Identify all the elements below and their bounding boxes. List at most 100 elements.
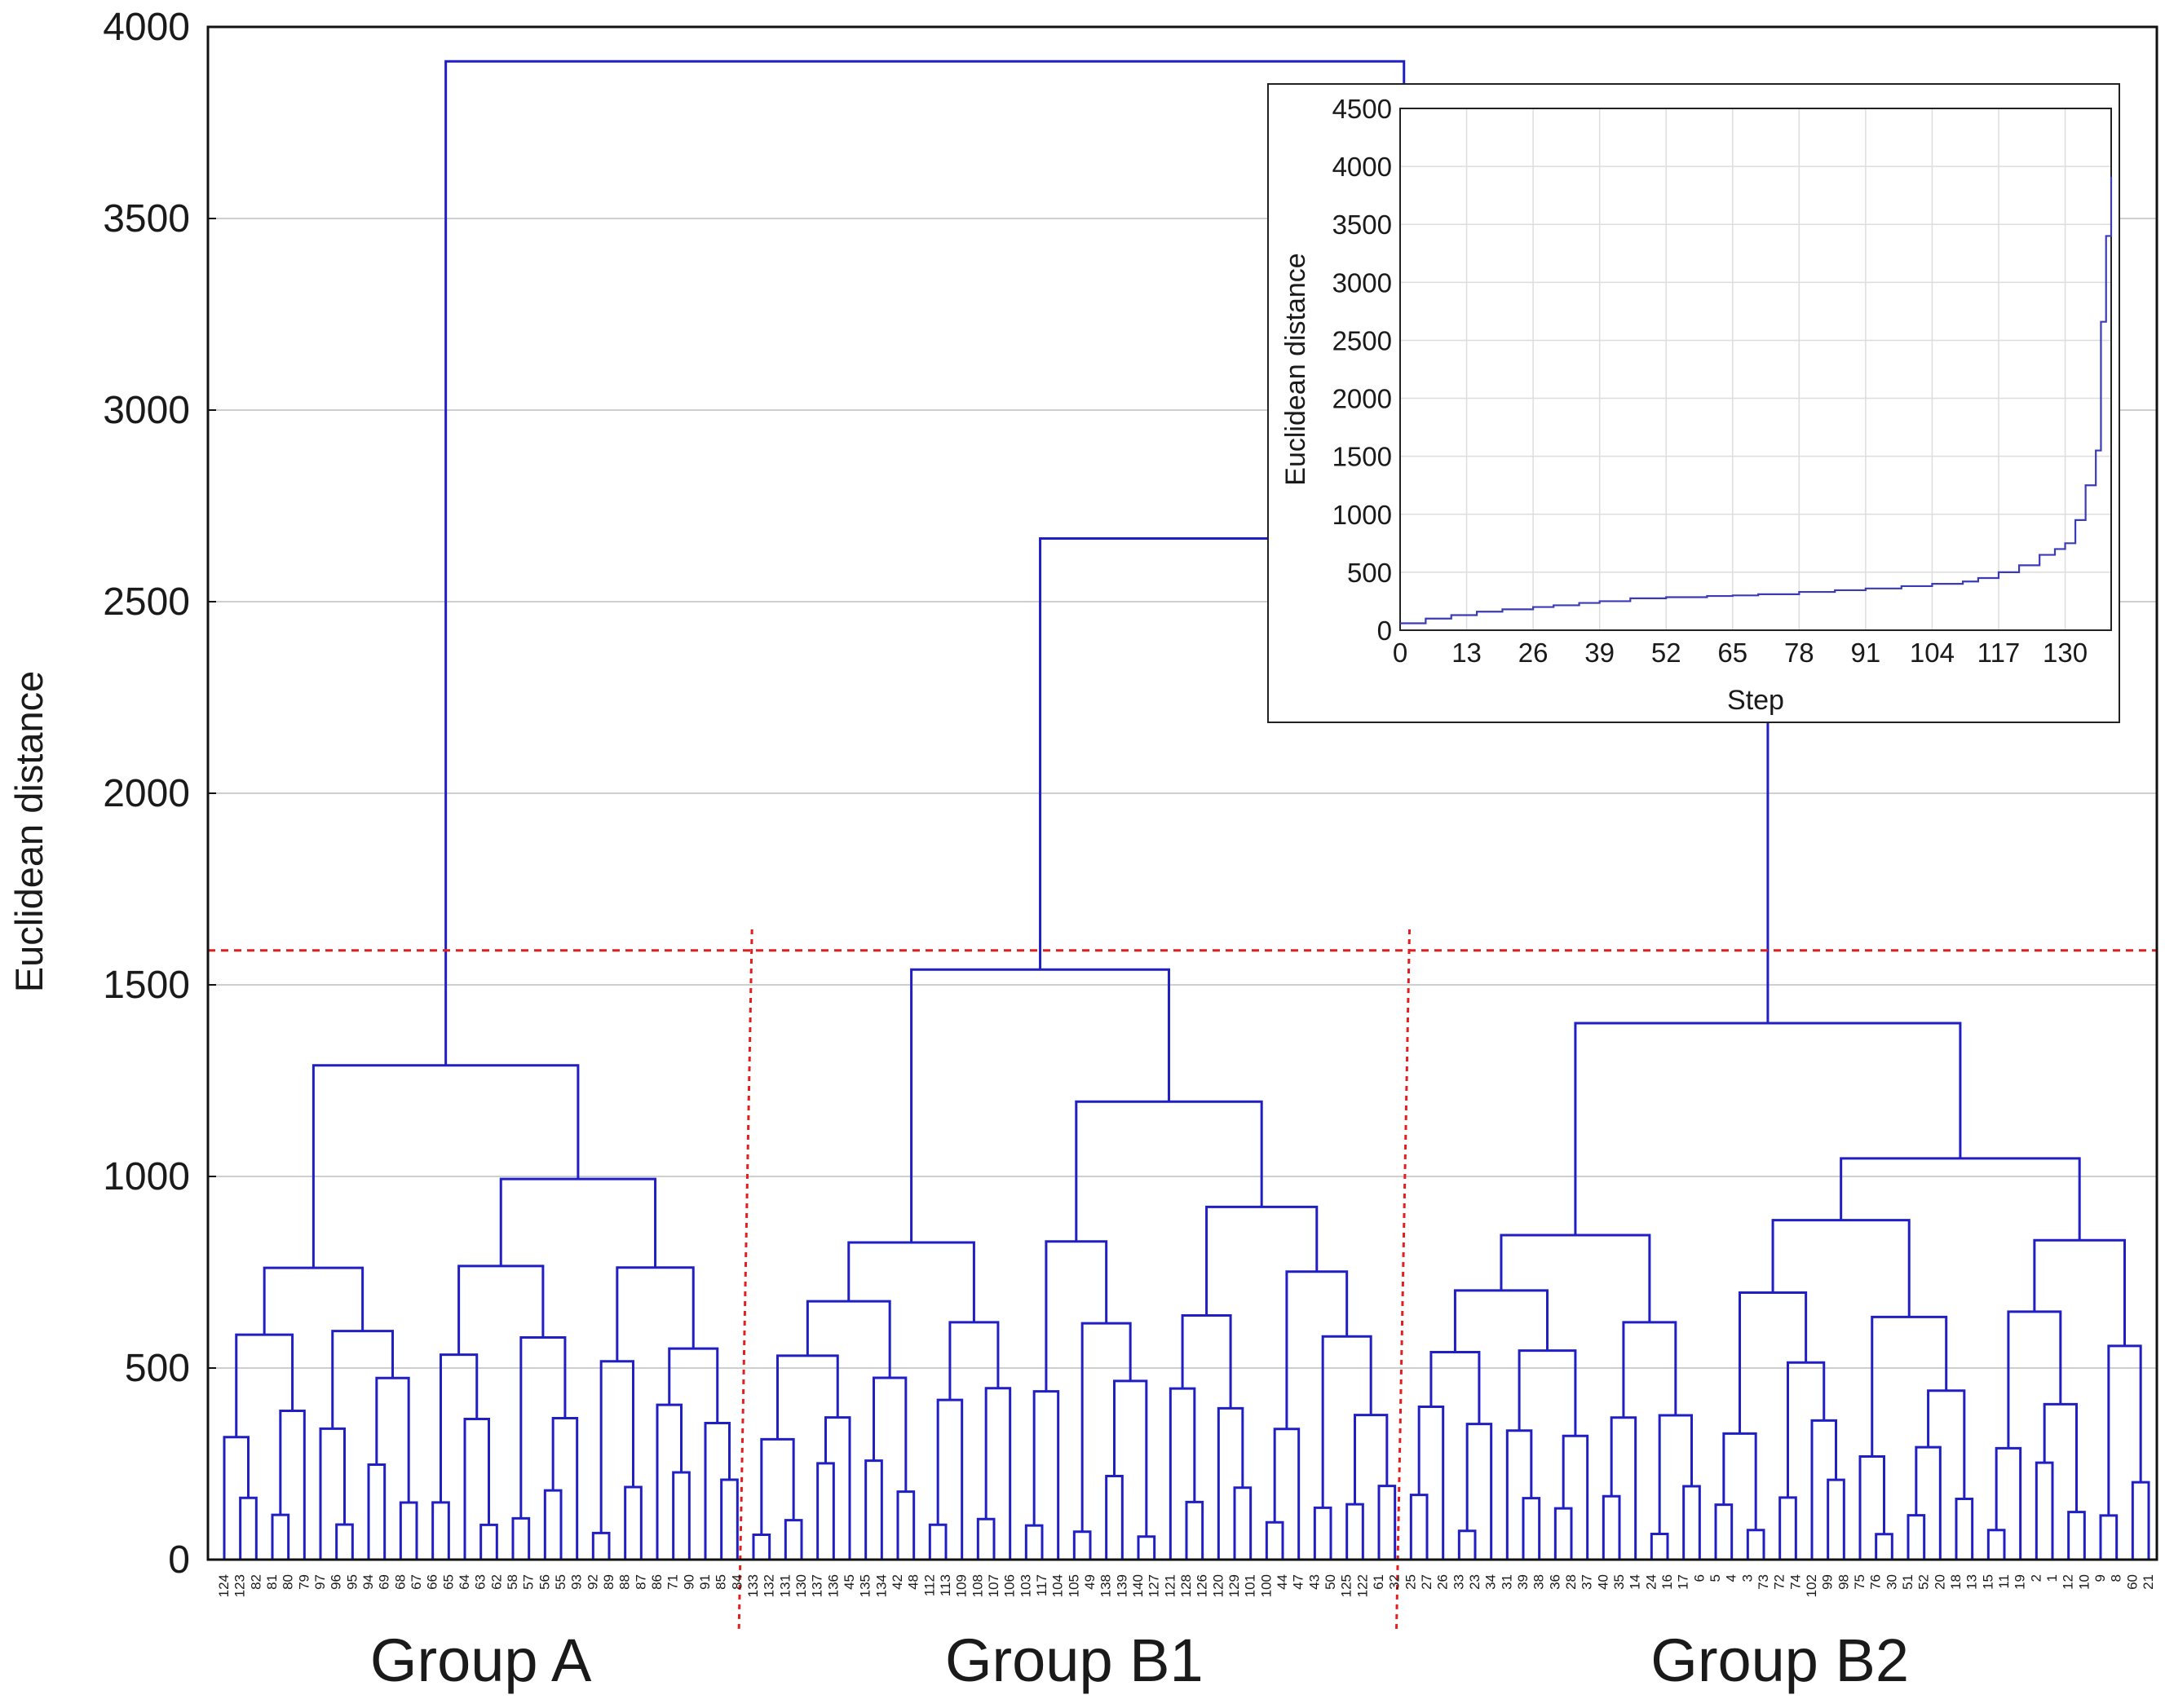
- dendrogram-link: [1746, 1529, 1765, 1560]
- leaf-label: 37: [1580, 1574, 1595, 1590]
- dendrogram-link: [444, 60, 1406, 1066]
- leaf-label: 124: [216, 1574, 232, 1597]
- group-label: Group A: [370, 1626, 592, 1694]
- leaf-label: 68: [392, 1574, 408, 1590]
- leaf-label: 40: [1595, 1574, 1610, 1590]
- leaf-label: 99: [1820, 1574, 1836, 1590]
- dendrogram-link: [1217, 1406, 1244, 1560]
- leaf-label: 93: [569, 1574, 585, 1590]
- dendrogram-link: [1986, 1529, 2006, 1560]
- grid-lines: [208, 26, 2157, 1369]
- dendrogram-link: [1562, 1434, 1589, 1560]
- dendrogram-link: [1682, 1485, 1701, 1560]
- leaf-label: 75: [1852, 1574, 1867, 1590]
- inset-x-tick-label: 65: [1717, 638, 1747, 668]
- leaf-label: 48: [906, 1574, 921, 1590]
- dendrogram-link: [1995, 1446, 2022, 1560]
- inset-x-tick-label: 78: [1784, 638, 1814, 668]
- leaf-label: 60: [2124, 1574, 2140, 1590]
- dendrogram-link: [1500, 1234, 1651, 1322]
- dendrogram-link: [1602, 1494, 1621, 1560]
- dendrogram-link: [1185, 1500, 1204, 1560]
- dendrogram-link: [1574, 1022, 1962, 1236]
- leaf-label: 9: [2092, 1574, 2108, 1582]
- inset-plot-area: [1399, 108, 2112, 631]
- leaf-label: 125: [1339, 1574, 1354, 1597]
- leaf-label: 128: [1178, 1574, 1194, 1597]
- inset-x-tick-label: 104: [1910, 638, 1955, 668]
- leaf-label: 16: [1659, 1574, 1675, 1590]
- leaf-label: 100: [1258, 1574, 1274, 1597]
- dendrogram-link: [1113, 1379, 1148, 1537]
- inset-series-line: [1400, 176, 2113, 625]
- dendrogram-link: [2035, 1461, 2054, 1560]
- leaf-label: 28: [1563, 1574, 1579, 1590]
- dendrogram-link: [399, 1501, 418, 1560]
- leaf-label: 107: [986, 1574, 1001, 1597]
- dendrogram-link: [1739, 1291, 1808, 1434]
- leaf-label: 63: [473, 1574, 488, 1590]
- leaf-label: 23: [1467, 1574, 1482, 1590]
- leaf-label: 31: [1499, 1574, 1514, 1590]
- dendrogram-link: [1453, 1289, 1549, 1353]
- leaf-label: 122: [1354, 1574, 1370, 1597]
- leaf-label: 133: [745, 1574, 761, 1597]
- dendrogram-link: [375, 1376, 410, 1503]
- inset-y-tick-label: 3000: [1332, 267, 1392, 298]
- leaf-label: 33: [1451, 1574, 1466, 1590]
- dendrogram-link: [616, 1266, 695, 1362]
- leaf-label: 58: [505, 1574, 520, 1590]
- y-tick-label-2500: 2500: [103, 580, 190, 624]
- dendrogram-link: [1354, 1414, 1389, 1505]
- leaf-label: 134: [873, 1574, 889, 1597]
- inset-x-label: Step: [1727, 685, 1784, 716]
- group-label: Group B1: [945, 1626, 1204, 1694]
- dendrogram-link: [599, 1360, 634, 1534]
- dendrogram-link: [873, 1376, 908, 1492]
- dendrogram-link: [335, 1523, 354, 1560]
- inset-y-tick-label: 1500: [1332, 442, 1392, 472]
- leaf-label: 52: [1916, 1574, 1932, 1590]
- dendrogram-link: [1875, 1533, 1893, 1560]
- leaf-label: 67: [409, 1574, 424, 1590]
- dendrogram-link: [2131, 1481, 2150, 1560]
- dendrogram-link: [1658, 1414, 1693, 1534]
- leaf-label: 91: [697, 1574, 713, 1590]
- dendrogram-link: [1927, 1389, 1966, 1499]
- leaf-label: 98: [1836, 1574, 1851, 1590]
- leaf-label: 104: [1050, 1574, 1066, 1597]
- leaf-label: 20: [1932, 1574, 1947, 1590]
- dendrogram-link: [431, 1501, 450, 1560]
- dendrogram-link: [440, 1353, 479, 1503]
- leaf-label: 3: [1739, 1574, 1755, 1582]
- leaf-label: 66: [425, 1574, 440, 1590]
- inset-y-tick-label: 2500: [1332, 325, 1392, 355]
- y-tick-label-3000: 3000: [103, 389, 190, 432]
- leaf-label: 84: [729, 1574, 744, 1590]
- inset-x-tick-label: 39: [1584, 638, 1615, 668]
- dendrogram-link: [1321, 1335, 1372, 1508]
- leaf-labels: 124 123 82 81 80 79 97 96 95 94 69 68 67 66 65 64 63 62 58…: [216, 1574, 2156, 1597]
- leaf-label: 19: [2013, 1574, 2028, 1590]
- y-tick-label-1500: 1500: [103, 964, 190, 1007]
- leaf-label: 39: [1515, 1574, 1531, 1590]
- leaf-label: 64: [457, 1574, 472, 1590]
- leaf-label: 72: [1772, 1574, 1787, 1590]
- leaf-label: 8: [2109, 1574, 2124, 1582]
- dendrogram-link: [1045, 1240, 1108, 1392]
- cut-line-vertical-2: [1395, 929, 1411, 1631]
- leaf-label: 42: [890, 1574, 905, 1590]
- inset-y-tick-label: 500: [1347, 558, 1392, 588]
- dendrogram-link: [1907, 1514, 1926, 1560]
- dendrogram-link: [235, 1333, 294, 1437]
- plot-area-frame: [206, 25, 2158, 1561]
- dendrogram-link: [864, 1459, 883, 1560]
- y-tick-label-4000: 4000: [103, 6, 190, 49]
- dendrogram-link: [1417, 1406, 1445, 1560]
- dendrogram-link: [928, 1523, 948, 1560]
- leaf-label: 88: [617, 1574, 633, 1590]
- dendrogram-link: [1610, 1416, 1637, 1560]
- leaf-label: 126: [1195, 1574, 1210, 1597]
- y-tick-label-1000: 1000: [103, 1155, 190, 1198]
- dendrogram-link: [1650, 1532, 1669, 1560]
